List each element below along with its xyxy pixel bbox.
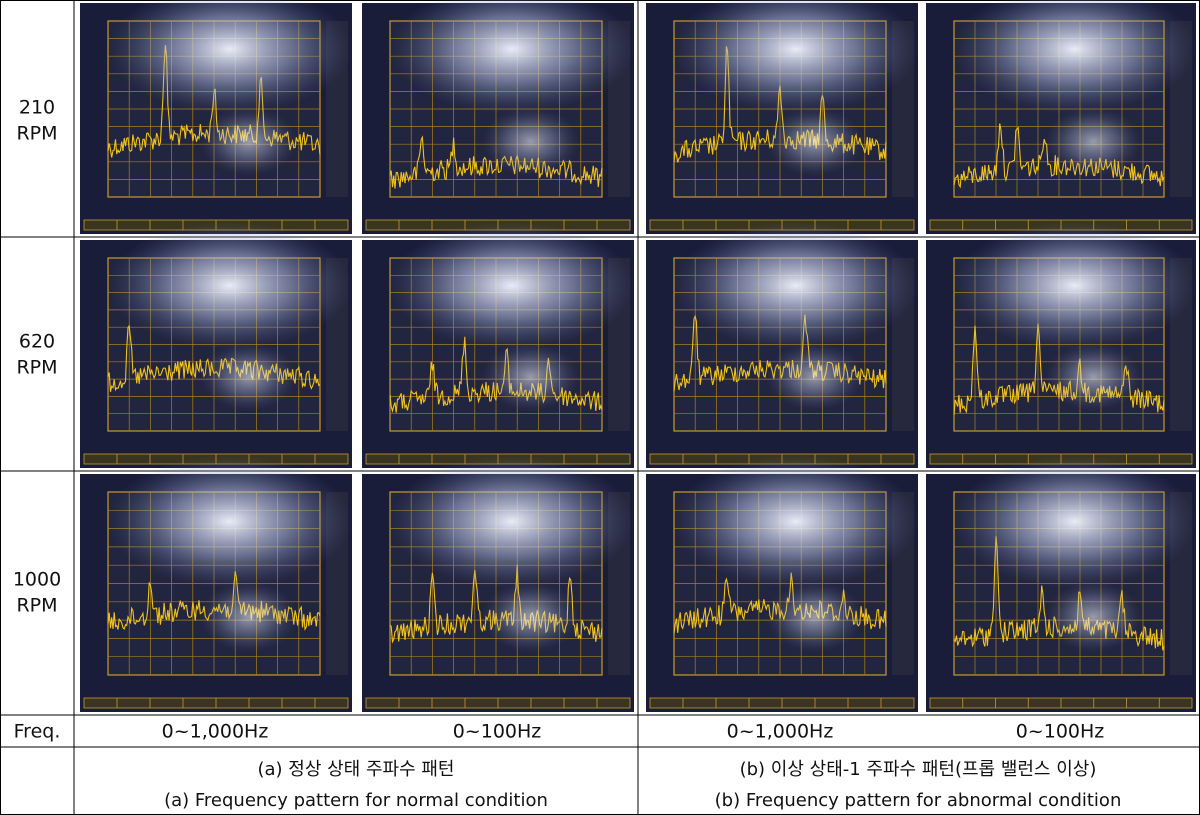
screen-photo (362, 221, 634, 468)
screen-photo (362, 454, 634, 712)
light-glare (481, 106, 580, 177)
spectrum-trace (953, 123, 1165, 189)
light-glare (765, 106, 864, 177)
screen-photo (926, 454, 1196, 712)
light-glare (107, 221, 352, 350)
light-glare (953, 221, 1196, 350)
freq-label: Freq. (14, 721, 61, 743)
light-glare (765, 342, 864, 411)
light-glare (1044, 342, 1142, 411)
light-glare (107, 0, 352, 114)
screen-photo (926, 221, 1196, 468)
screen-photo (80, 454, 352, 712)
light-glare (1044, 106, 1142, 177)
light-glare (389, 0, 634, 114)
freq-range: 0~1,000Hz (162, 721, 269, 743)
light-glare (765, 581, 864, 653)
row-label: RPM (16, 123, 57, 145)
light-glare (953, 0, 1196, 114)
table-text: 210 RPM 620 RPM 1000 RPM Freq. 0~1,000Hz… (13, 97, 1122, 812)
light-glare (199, 106, 298, 177)
screen-photo (926, 0, 1196, 234)
screen-photo (362, 0, 634, 234)
caption-korean: (a) 정상 상태 주파수 패턴 (257, 759, 454, 780)
row-label: 620 (19, 331, 55, 353)
light-glare (673, 221, 918, 350)
screen-photo (80, 221, 352, 468)
freq-range: 0~100Hz (453, 721, 542, 743)
screen-photo (646, 454, 918, 712)
caption-english: (b) Frequency pattern for abnormal condi… (715, 790, 1122, 811)
light-glare (481, 581, 580, 653)
screen-photo (646, 0, 918, 234)
screen-photo (646, 221, 918, 468)
spectrum-trace (389, 135, 603, 189)
caption-korean: (b) 이상 상태-1 주파수 패턴(프롭 밸런스 이상) (740, 759, 1097, 780)
caption-english: (a) Frequency pattern for normal conditi… (164, 790, 548, 811)
light-glare (199, 342, 298, 411)
screen-photo (80, 0, 352, 234)
freq-range: 0~100Hz (1016, 721, 1105, 743)
row-label: 1000 (13, 569, 61, 591)
light-glare (673, 0, 918, 114)
row-label: RPM (16, 595, 57, 617)
light-glare (953, 454, 1196, 589)
freq-range: 0~1,000Hz (727, 721, 834, 743)
light-glare (199, 581, 298, 653)
row-label: RPM (16, 357, 57, 379)
row-label: 210 (19, 97, 55, 119)
light-glare (673, 454, 918, 589)
light-glare (481, 342, 580, 411)
light-glare (1044, 581, 1142, 653)
light-glare (389, 221, 634, 350)
light-glare (389, 454, 634, 589)
light-glare (107, 454, 352, 589)
screen-photos (80, 0, 1196, 712)
